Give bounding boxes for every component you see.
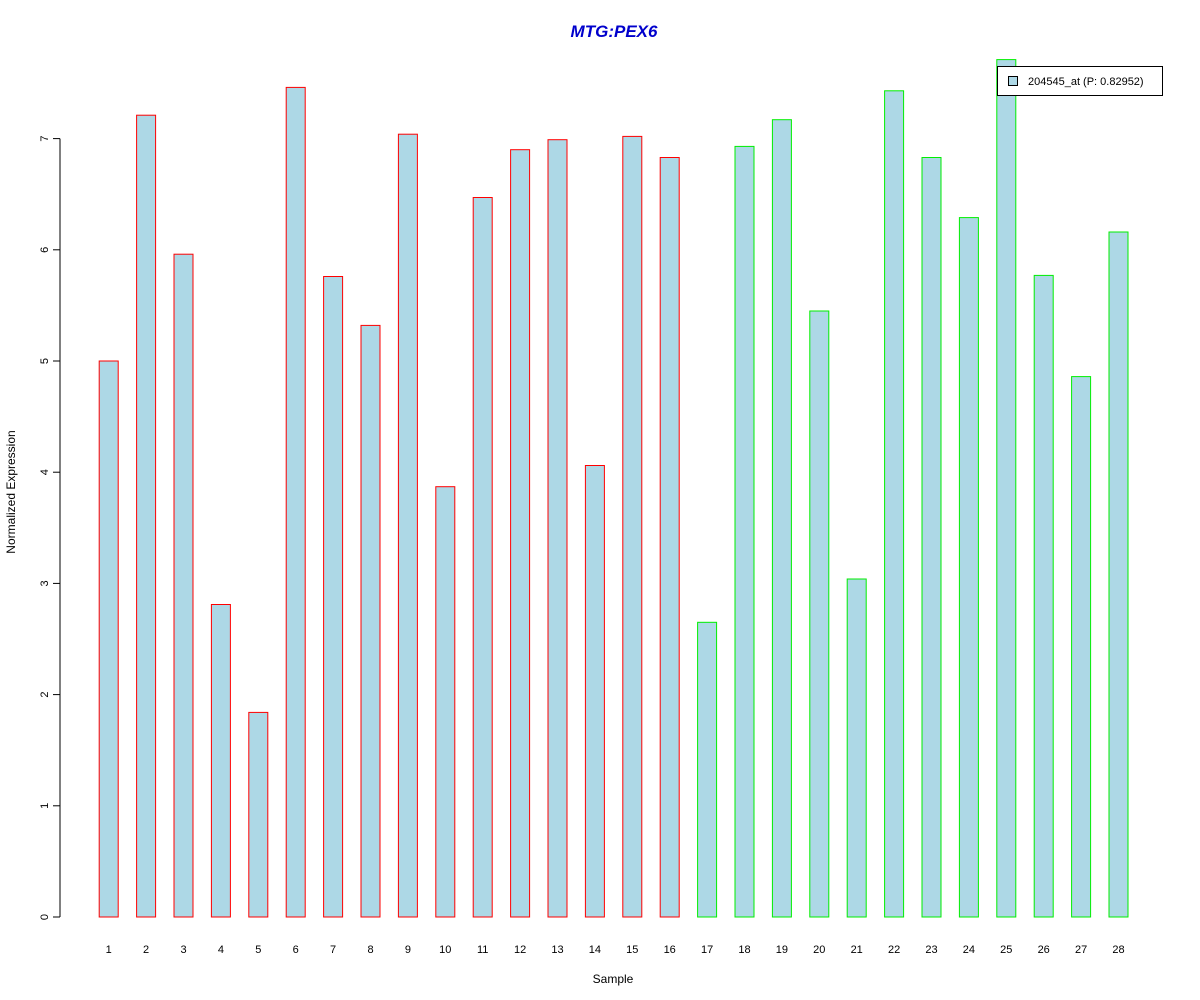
x-tick-label: 1 <box>106 944 112 956</box>
x-tick-label: 20 <box>813 944 825 956</box>
y-axis-label: Normalized Expression <box>4 430 18 553</box>
x-tick-label: 7 <box>330 944 336 956</box>
x-tick-label: 26 <box>1038 944 1050 956</box>
x-tick-label: 5 <box>255 944 261 956</box>
bar <box>921 157 942 918</box>
bar <box>547 139 568 918</box>
x-tick-label: 22 <box>888 944 900 956</box>
bar <box>771 119 792 918</box>
x-tick-label: 21 <box>851 944 863 956</box>
bar <box>510 149 531 918</box>
y-tick-label: 4 <box>39 469 51 475</box>
bar <box>472 197 493 918</box>
bar <box>210 604 231 918</box>
x-tick-label: 6 <box>293 944 299 956</box>
y-tick-label: 0 <box>39 914 51 920</box>
x-tick-label: 25 <box>1000 944 1012 956</box>
bar <box>435 486 456 918</box>
x-tick-label: 15 <box>626 944 638 956</box>
x-tick-label: 17 <box>701 944 713 956</box>
x-tick-label: 19 <box>776 944 788 956</box>
y-tick-label: 5 <box>39 358 51 364</box>
x-tick-label: 4 <box>218 944 224 956</box>
bar <box>884 90 905 918</box>
x-tick-label: 13 <box>551 944 563 956</box>
x-tick-label: 11 <box>477 944 488 956</box>
x-tick-label: 8 <box>367 944 373 956</box>
bar <box>584 465 605 918</box>
x-tick-label: 27 <box>1075 944 1087 956</box>
bar <box>622 135 643 918</box>
bars <box>98 59 1129 918</box>
bar <box>1071 376 1092 918</box>
bar <box>958 217 979 918</box>
y-axis: 0 1 2 3 4 5 6 7 <box>39 136 61 920</box>
bar <box>1108 231 1129 918</box>
legend-swatch <box>1008 76 1018 86</box>
x-tick-label: 12 <box>514 944 526 956</box>
x-tick-label: 10 <box>439 944 451 956</box>
x-tick-label: 16 <box>664 944 676 956</box>
x-tick-label: 9 <box>405 944 411 956</box>
bar <box>98 360 119 918</box>
bar <box>996 59 1017 918</box>
x-tick-labels: 1 2 3 4 5 6 7 8 9 10 11 12 13 14 15 16 17 18 19 20 21 22 23 24 2… <box>106 944 1125 956</box>
legend: 204545_at (P: 0.82952) <box>997 66 1163 96</box>
bar <box>1033 274 1054 918</box>
y-tick-label: 7 <box>39 136 51 142</box>
y-tick-label: 3 <box>39 580 51 586</box>
x-tick-label: 3 <box>180 944 186 956</box>
x-tick-label: 28 <box>1112 944 1124 956</box>
bar <box>659 157 680 918</box>
y-tick-label: 6 <box>39 247 51 253</box>
x-tick-label: 24 <box>963 944 975 956</box>
x-tick-label: 18 <box>738 944 750 956</box>
x-axis-label: Sample <box>593 972 634 986</box>
bar <box>136 114 157 918</box>
bar <box>809 310 830 918</box>
bar <box>323 276 344 918</box>
bar <box>697 621 718 918</box>
bar <box>173 253 194 918</box>
bar <box>846 578 867 918</box>
bar <box>360 324 381 918</box>
legend-box <box>997 66 1163 96</box>
bar <box>734 145 755 918</box>
y-tick-label: 2 <box>39 692 51 698</box>
x-tick-label: 2 <box>143 944 149 956</box>
x-tick-label: 14 <box>589 944 601 956</box>
bar <box>285 86 306 918</box>
y-tick-label: 1 <box>39 803 51 809</box>
bar <box>248 711 269 918</box>
legend-label: 204545_at (P: 0.82952) <box>1028 76 1144 88</box>
chart-title: MTG:PEX6 <box>571 22 658 41</box>
bar <box>397 133 418 918</box>
x-tick-label: 23 <box>925 944 937 956</box>
